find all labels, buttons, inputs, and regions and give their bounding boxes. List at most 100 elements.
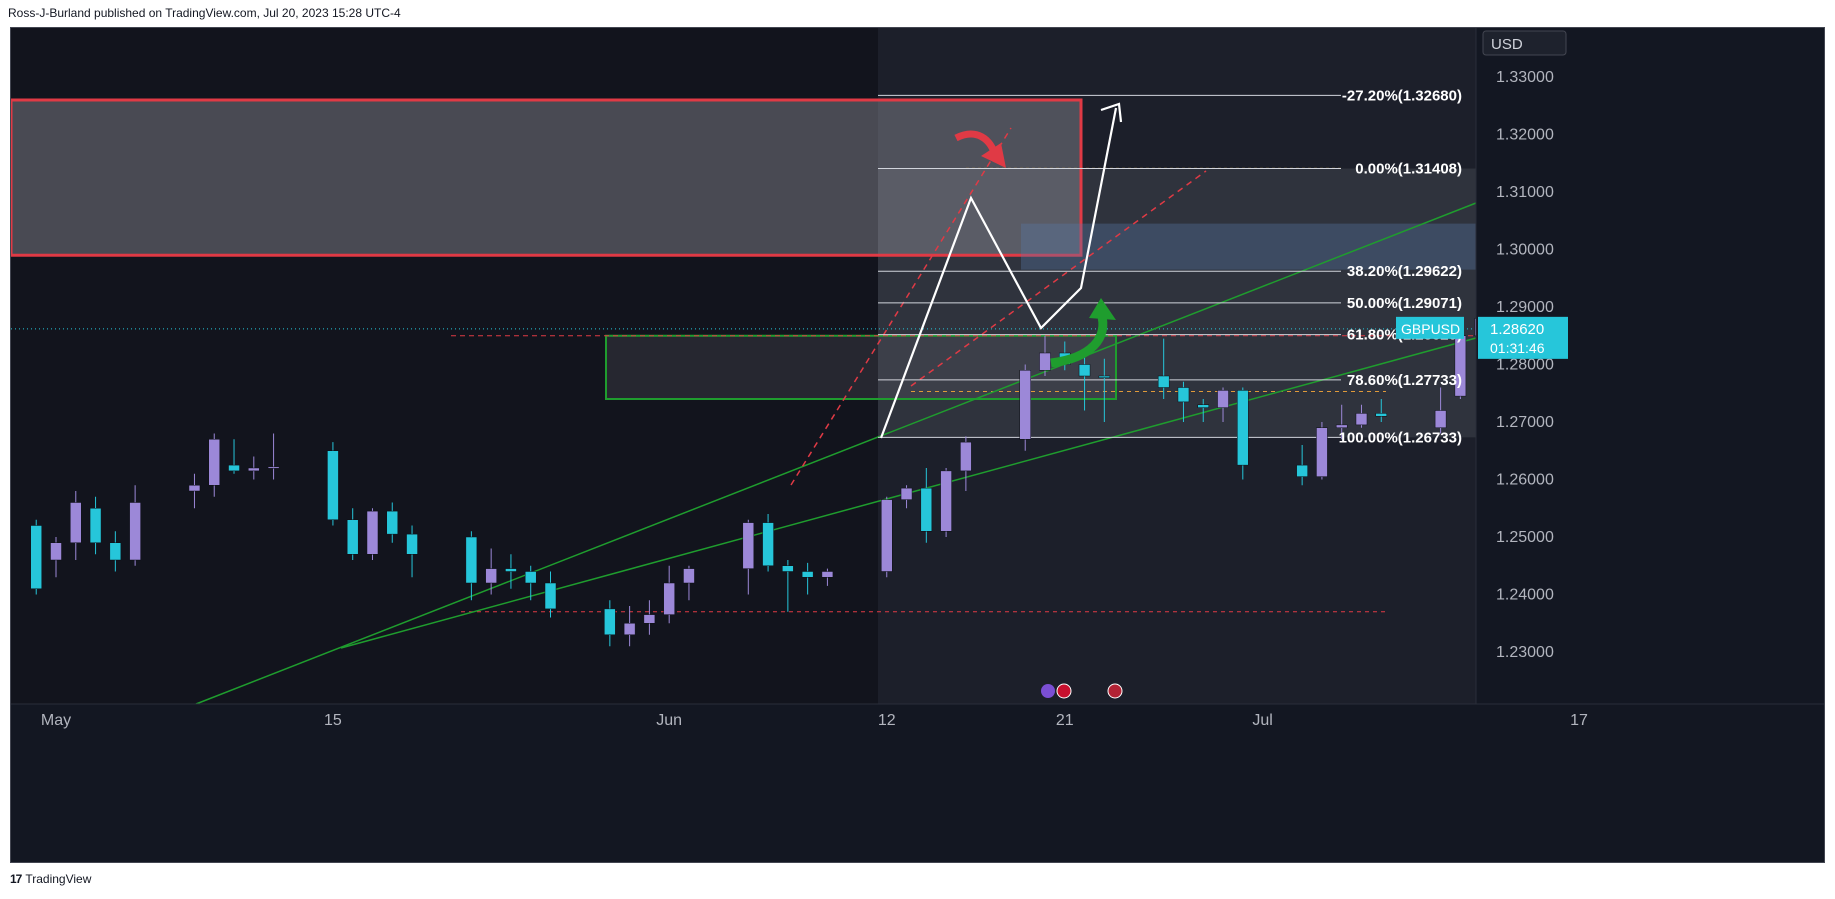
candle-body xyxy=(1039,352,1051,371)
candle-body xyxy=(1355,413,1368,426)
candle xyxy=(505,554,517,589)
candle xyxy=(1177,381,1190,422)
green-curved-arrow xyxy=(1050,311,1108,368)
candle-body xyxy=(821,571,834,578)
candle-body xyxy=(327,450,339,520)
x-tick-label: May xyxy=(41,712,71,729)
y-tick-label: 1.23000 xyxy=(1496,644,1554,661)
candle-body xyxy=(89,508,102,543)
uk-flag-icon xyxy=(1056,683,1072,699)
event-lightning-icon xyxy=(1041,684,1055,698)
candle xyxy=(762,514,774,572)
candle xyxy=(188,473,201,509)
fib-level-label: 0.00%(1.31408) xyxy=(1355,161,1462,178)
publisher-header: Ross-J-Burland published on TradingView.… xyxy=(8,6,401,20)
candle-body xyxy=(683,568,695,584)
candle-body xyxy=(1316,427,1328,477)
candle xyxy=(524,565,537,601)
currency-button xyxy=(1482,30,1567,56)
candle-body xyxy=(1157,375,1170,388)
candle xyxy=(386,502,399,543)
candle-body xyxy=(782,565,794,572)
candle-body xyxy=(1019,370,1031,440)
y-tick-label: 1.28000 xyxy=(1496,357,1554,374)
candle-body xyxy=(1197,404,1209,408)
candle-body xyxy=(1177,387,1190,403)
footer-brand: 17 TradingView xyxy=(10,872,91,886)
symbol-tag xyxy=(1396,316,1464,339)
countdown-label: 01:31:46 xyxy=(1490,340,1545,356)
x-tick-label: Jun xyxy=(656,712,682,729)
candle-body xyxy=(663,582,675,615)
candle xyxy=(406,525,418,578)
candle xyxy=(327,442,339,526)
candle-body xyxy=(524,571,537,584)
candle xyxy=(248,456,260,480)
candle-body xyxy=(188,485,201,492)
last-price-tag xyxy=(1478,316,1568,359)
candle xyxy=(821,568,834,586)
x-tick-label: 12 xyxy=(878,712,896,729)
candle xyxy=(50,537,62,578)
trendline-upper xyxy=(195,202,1477,705)
tradingview-logo-icon: 17 xyxy=(10,872,22,886)
candle-body xyxy=(109,542,122,561)
candle-body xyxy=(1237,390,1249,466)
y-tick-label: 1.30000 xyxy=(1496,242,1554,259)
candle-body xyxy=(346,519,359,555)
candle xyxy=(881,496,893,578)
supply-zone xyxy=(11,98,1083,257)
y-tick-label: 1.29000 xyxy=(1496,299,1554,316)
demand-zone xyxy=(605,334,1117,400)
candle xyxy=(109,531,122,572)
candle-body xyxy=(1335,424,1348,428)
candle-body xyxy=(762,522,774,566)
candle xyxy=(228,439,240,474)
fib-level-label: 100.00%(1.26733) xyxy=(1339,429,1462,446)
candle xyxy=(900,485,913,509)
blue-order-block xyxy=(1021,223,1476,270)
candle-body xyxy=(900,487,913,500)
y-tick-label: 1.31000 xyxy=(1496,184,1554,201)
candle-body xyxy=(881,499,893,572)
candle xyxy=(1217,387,1229,422)
candle xyxy=(366,508,379,560)
y-tick-label: 1.27000 xyxy=(1496,414,1554,431)
candle-body xyxy=(70,502,82,543)
candle-body xyxy=(30,525,42,589)
last-price-label: 1.28620 xyxy=(1490,321,1544,338)
price-chart[interactable]: -27.20%(1.32680) 0.00%(1.31408) 38.20%(1.2… xyxy=(11,28,1825,863)
candle-body xyxy=(267,466,280,469)
candle xyxy=(742,519,755,595)
chart-frame[interactable]: -27.20%(1.32680) 0.00%(1.31408) 38.20%(1.2… xyxy=(10,27,1825,863)
candle xyxy=(920,468,933,543)
candle xyxy=(1355,404,1368,428)
candle xyxy=(1078,353,1091,411)
candle xyxy=(643,600,656,635)
candle-body xyxy=(50,542,62,561)
candle xyxy=(604,600,616,647)
candle xyxy=(267,433,280,480)
candle-body xyxy=(1296,464,1308,477)
candle-body xyxy=(406,533,418,555)
candle-body xyxy=(485,568,497,584)
candle xyxy=(1197,399,1209,422)
fib-region-shade xyxy=(878,28,1476,704)
candle xyxy=(129,485,141,566)
candle xyxy=(465,531,478,601)
candle-body xyxy=(248,467,260,472)
candle-body xyxy=(129,502,141,561)
y-tick-label: 1.32000 xyxy=(1496,127,1554,144)
x-tick-label: 21 xyxy=(1056,712,1074,729)
candle xyxy=(801,562,814,595)
candle xyxy=(782,560,794,612)
x-tick-label: 15 xyxy=(324,712,342,729)
fib-level-label: 38.20%(1.29622) xyxy=(1347,263,1462,280)
candle xyxy=(1296,445,1308,486)
candle-body xyxy=(465,536,478,584)
candle xyxy=(346,508,359,560)
x-tick-label: Jul xyxy=(1252,712,1272,729)
y-tick-label: 1.25000 xyxy=(1496,529,1554,546)
candle xyxy=(1019,364,1031,451)
currency-label: USD xyxy=(1491,36,1523,53)
